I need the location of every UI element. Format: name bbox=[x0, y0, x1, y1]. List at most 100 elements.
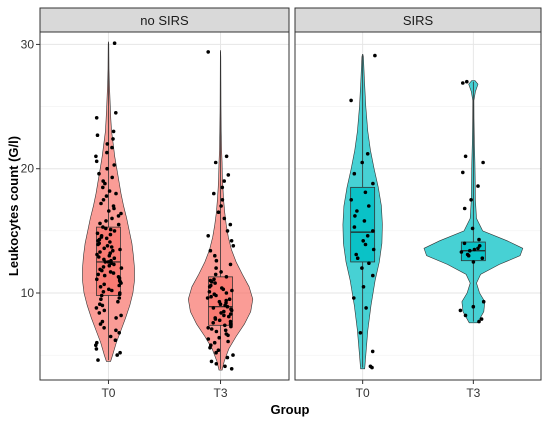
data-point bbox=[465, 252, 470, 257]
plot-background bbox=[295, 32, 541, 380]
data-point bbox=[95, 231, 100, 236]
data-point bbox=[109, 258, 113, 263]
data-point bbox=[362, 219, 367, 223]
data-point bbox=[107, 209, 111, 213]
panel-border bbox=[39, 31, 290, 381]
data-point bbox=[104, 236, 109, 241]
data-point bbox=[208, 278, 213, 283]
data-point bbox=[224, 275, 229, 279]
data-point bbox=[358, 331, 363, 335]
data-point bbox=[99, 234, 104, 238]
data-point bbox=[111, 129, 116, 134]
data-point bbox=[114, 191, 118, 196]
data-point bbox=[105, 150, 109, 155]
data-point bbox=[226, 173, 231, 177]
data-point bbox=[208, 248, 213, 253]
data-point bbox=[118, 247, 122, 252]
data-point bbox=[209, 294, 213, 299]
data-point bbox=[94, 306, 99, 310]
data-point bbox=[105, 244, 110, 248]
data-point bbox=[117, 331, 121, 335]
data-point bbox=[94, 347, 99, 351]
data-point bbox=[99, 297, 103, 302]
panel-border bbox=[294, 31, 542, 381]
data-point bbox=[108, 240, 112, 244]
data-point bbox=[212, 340, 217, 345]
data-point bbox=[94, 154, 98, 159]
data-point bbox=[98, 322, 103, 326]
data-point bbox=[108, 227, 113, 232]
data-point bbox=[222, 179, 226, 183]
data-point bbox=[101, 265, 106, 269]
data-point bbox=[213, 160, 218, 165]
x-tick-label: T3 bbox=[214, 386, 228, 400]
data-point bbox=[101, 185, 105, 190]
data-point bbox=[477, 244, 482, 248]
data-point bbox=[223, 323, 227, 328]
data-point bbox=[224, 291, 229, 295]
data-point bbox=[99, 201, 103, 206]
data-point bbox=[107, 189, 112, 193]
data-point bbox=[355, 209, 359, 213]
data-point bbox=[229, 239, 234, 243]
data-point bbox=[94, 159, 99, 164]
data-point bbox=[108, 232, 113, 237]
data-point bbox=[116, 214, 121, 218]
y-tick-label: 30 bbox=[21, 37, 35, 51]
data-point bbox=[111, 204, 116, 208]
data-point bbox=[116, 299, 120, 304]
data-point bbox=[458, 308, 463, 313]
facet-label: SIRS bbox=[403, 13, 434, 28]
data-point bbox=[361, 239, 366, 243]
data-point bbox=[118, 350, 122, 355]
group-t3 bbox=[423, 79, 524, 324]
data-point bbox=[114, 316, 118, 320]
data-point bbox=[465, 79, 469, 84]
data-point bbox=[219, 270, 223, 274]
data-point bbox=[461, 170, 465, 175]
group-t0 bbox=[342, 53, 383, 370]
data-point bbox=[98, 250, 102, 254]
data-point bbox=[94, 116, 99, 120]
data-point bbox=[110, 175, 114, 180]
data-point bbox=[102, 282, 106, 287]
data-point bbox=[98, 267, 102, 272]
group-t3 bbox=[187, 50, 254, 371]
data-point bbox=[112, 229, 117, 233]
data-point bbox=[116, 222, 121, 227]
data-point bbox=[367, 261, 371, 266]
data-point bbox=[461, 81, 465, 85]
data-point bbox=[110, 288, 114, 293]
data-point bbox=[102, 257, 106, 262]
data-point bbox=[206, 234, 210, 238]
data-point bbox=[99, 293, 104, 298]
data-point bbox=[228, 222, 233, 227]
data-point bbox=[104, 226, 108, 231]
y-axis-title: Leukocytes count (G/l) bbox=[6, 136, 21, 276]
panel-sirs: SIRS T0 T3 bbox=[294, 7, 542, 400]
data-point bbox=[220, 286, 224, 290]
data-point bbox=[459, 250, 464, 254]
data-point bbox=[355, 256, 360, 261]
data-point bbox=[112, 41, 117, 45]
data-point bbox=[207, 290, 212, 294]
data-point bbox=[97, 237, 102, 242]
data-point bbox=[481, 299, 486, 304]
data-point bbox=[95, 340, 99, 345]
data-point bbox=[224, 332, 229, 336]
data-point bbox=[220, 185, 225, 190]
data-point bbox=[371, 273, 375, 278]
data-point bbox=[98, 302, 102, 307]
data-point bbox=[107, 263, 112, 268]
data-point bbox=[105, 142, 110, 146]
data-point bbox=[108, 251, 112, 255]
data-point bbox=[353, 214, 357, 218]
data-point bbox=[209, 327, 214, 331]
data-point bbox=[104, 219, 108, 223]
data-point bbox=[361, 285, 366, 289]
data-point bbox=[206, 50, 210, 54]
data-point bbox=[352, 171, 357, 176]
data-point bbox=[102, 308, 107, 313]
data-point bbox=[220, 198, 225, 202]
data-point bbox=[116, 275, 121, 279]
